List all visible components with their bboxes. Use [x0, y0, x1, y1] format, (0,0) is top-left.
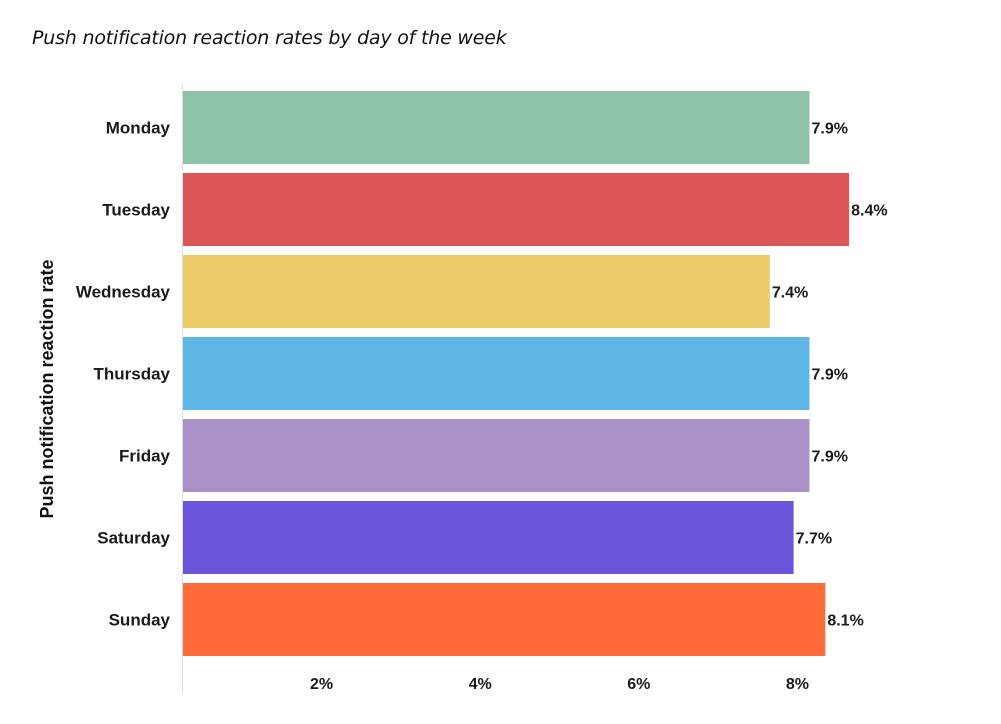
bar-sunday — [183, 583, 826, 656]
category-label-wednesday: Wednesday — [76, 283, 171, 302]
x-axis-ticks: 2% 4% 6% 8% — [310, 676, 809, 693]
value-label-wednesday: 7.4% — [772, 285, 808, 302]
value-label-saturday: 7.7% — [796, 531, 832, 548]
category-label-monday: Monday — [106, 119, 171, 138]
y-axis-title: Push notification reaction rate — [37, 259, 57, 518]
category-label-sunday: Sunday — [109, 611, 171, 630]
bars-group: Monday 7.9% Tuesday 8.4% Wednesday 7.4% Thursd… — [76, 91, 888, 656]
bar-monday — [183, 91, 810, 164]
bar-tuesday — [183, 173, 850, 246]
category-label-saturday: Saturday — [97, 529, 170, 548]
category-label-friday: Friday — [119, 447, 171, 466]
value-label-friday: 7.9% — [811, 449, 847, 466]
value-label-monday: 7.9% — [811, 121, 847, 138]
x-tick-label: 2% — [310, 676, 333, 693]
x-tick-label: 8% — [786, 676, 809, 693]
category-label-tuesday: Tuesday — [102, 201, 170, 220]
value-label-tuesday: 8.4% — [851, 203, 887, 220]
bar-wednesday — [183, 255, 770, 328]
category-label-thursday: Thursday — [93, 365, 170, 384]
bar-saturday — [183, 501, 794, 574]
chart-title: Push notification reaction rates by day … — [32, 27, 507, 49]
x-tick-label: 4% — [469, 676, 492, 693]
value-label-sunday: 8.1% — [827, 613, 863, 630]
x-tick-label: 6% — [627, 676, 650, 693]
bar-thursday — [183, 337, 810, 410]
bar-friday — [183, 419, 810, 492]
value-label-thursday: 7.9% — [811, 367, 847, 384]
